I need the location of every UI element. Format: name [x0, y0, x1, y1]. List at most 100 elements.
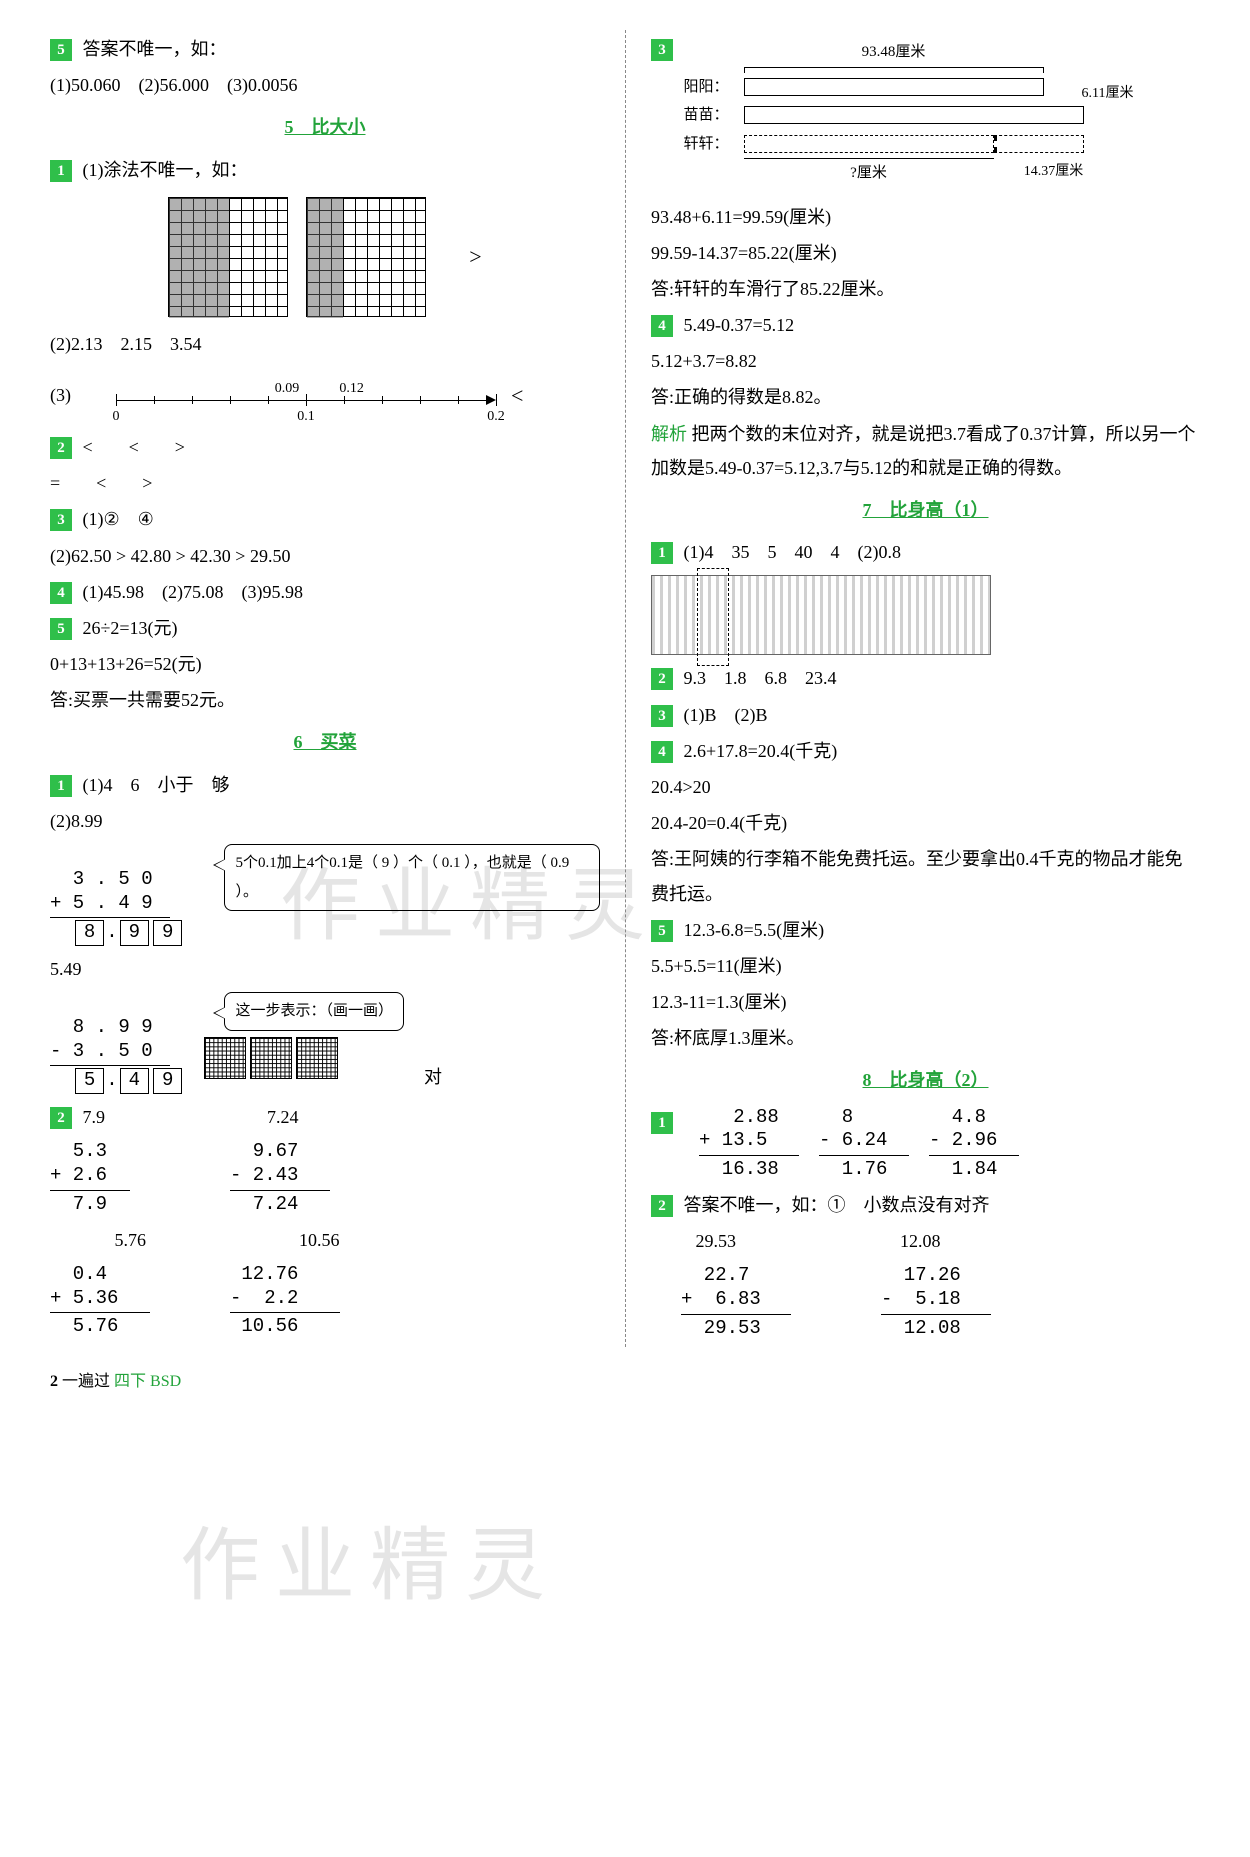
number-line: 0.09 0.12 0 0.1 0.2	[116, 368, 496, 418]
h-1208: 12.08	[900, 1231, 941, 1251]
q5-header: 5 答案不唯一，如：	[50, 32, 600, 66]
s7q5-l2: 5.5+5.5=11(厘米)	[651, 949, 1200, 983]
lbl-q: ?厘米	[744, 158, 994, 188]
s6q2-h2: 5.76 10.56	[50, 1223, 600, 1257]
s7q5-l3: 12.3-11=1.3(厘米)	[651, 985, 1200, 1019]
badge-1d: 1	[651, 1112, 673, 1134]
vcalc-724: 9.67 - 2.43 7.24	[230, 1140, 330, 1216]
lbl-611: 6.11厘米	[1082, 81, 1134, 108]
nl-axis	[116, 400, 486, 401]
badge-3c: 3	[651, 705, 673, 727]
s5q2-r1: < < >	[83, 437, 185, 457]
s7q4-l3: 20.4-20=0.4(千克)	[651, 806, 1200, 840]
rq4-l3: 答:正确的得数是8.82。	[651, 380, 1200, 414]
h-79: 7.9	[83, 1100, 263, 1134]
badge-4: 4	[50, 582, 72, 604]
section-8-title: 8 比身高（2）	[651, 1063, 1200, 1097]
name-yy: 阳阳：	[684, 73, 744, 102]
mini-sq	[250, 1037, 292, 1079]
badge-1b: 1	[50, 775, 72, 797]
badge-1c: 1	[651, 542, 673, 564]
nl-top-012: 0.12	[339, 376, 364, 403]
grid-comparison: >	[50, 197, 600, 317]
jiexi-label: 解析	[651, 424, 687, 444]
badge-2d: 2	[651, 1195, 673, 1217]
left-column: 5 答案不唯一，如： (1)50.060 (2)56.000 (3)0.0056…	[50, 30, 625, 1347]
s5q3-l1: (1)② ④	[83, 509, 154, 529]
page-number: 2	[50, 1373, 58, 1390]
brace-bottom-row: ?厘米 14.37厘米	[684, 158, 1164, 188]
s5q2-r2: = < >	[50, 466, 600, 500]
bar-diagram: 93.48厘米 阳阳： 苗苗： 6.11厘米 轩轩： ?厘米 14.37厘米	[684, 38, 1164, 188]
s7q5: 5 12.3-6.8=5.5(厘米)	[651, 913, 1200, 947]
s7q3-text: (1)B (2)B	[684, 705, 768, 725]
nl-02: 0.2	[487, 404, 505, 431]
shade-b	[307, 198, 343, 318]
footer-title: 一遍过	[62, 1373, 110, 1390]
right-column: 3 93.48厘米 阳阳： 苗苗： 6.11厘米 轩轩： ?厘米 14.37厘米	[625, 30, 1200, 1347]
s6q2-row1: 5.3 + 2.6 7.9 9.67 - 2.43 7.24	[50, 1140, 600, 1216]
rq4-jiexi: 解析 把两个数的末位对齐，就是说把3.7看成了0.37计算，所以另一个加数是5.…	[651, 417, 1200, 485]
bar-row-2: 苗苗： 6.11厘米	[684, 101, 1164, 130]
badge-2b: 2	[50, 1107, 72, 1129]
speech1: 5个0.1加上4个0.1是（ 9 ）个（ 0.1 ），也就是（ 0.9 ）。	[224, 844, 600, 911]
bar-yy	[744, 78, 1044, 96]
s7q3: 3 (1)B (2)B	[651, 698, 1200, 732]
h-724: 7.24	[267, 1107, 299, 1127]
calc1: 3 . 5 0 + 5 . 4 9 8.99	[50, 844, 184, 946]
s8q1-row: 1 2.88 + 13.5 16.38 8 - 6.24 1.76 4.8 - …	[651, 1106, 1200, 1182]
s5q3-l2: (2)62.50 > 42.80 > 42.30 > 29.50	[50, 539, 600, 573]
s8q2-text: 答案不唯一，如：① 小数点没有对齐	[684, 1195, 990, 1215]
nl-01: 0.1	[297, 404, 315, 431]
badge-5: 5	[50, 39, 72, 61]
vcalc-1056: 12.76 - 2.2 10.56	[230, 1263, 340, 1339]
section-5-title: 5 比大小	[50, 110, 600, 144]
s6q2: 2 7.9 7.24	[50, 1100, 600, 1134]
vcalc-576: 0.4 + 5.36 5.76	[50, 1263, 150, 1339]
grid-b	[306, 197, 426, 317]
s5q5-l2: 0+13+13+26=52(元)	[50, 647, 600, 681]
calc1-row: 3 . 5 0 + 5 . 4 9 8.99 5个0.1加上4个0.1是（ 9 …	[50, 844, 600, 946]
mini-sq	[296, 1037, 338, 1079]
s7q4-l1: 2.6+17.8=20.4(千克)	[684, 741, 838, 761]
bar-xx	[744, 135, 994, 153]
s7q5-l4: 答:杯底厚1.3厘米。	[651, 1021, 1200, 1055]
badge-4c: 4	[651, 741, 673, 763]
numline-row: (3) 0.09 0.12 0 0.1 0.2 <	[50, 363, 600, 428]
s5q5-l3: 答:买票一共需要52元。	[50, 683, 600, 717]
h-576: 5.76	[115, 1223, 295, 1257]
rq3-l1: 93.48+6.11=99.59(厘米)	[651, 200, 1200, 234]
vc-1638: 2.88 + 13.5 16.38	[699, 1106, 799, 1182]
rq3-l2: 99.59-14.37=85.22(厘米)	[651, 236, 1200, 270]
vc-2953: 22.7 + 6.83 29.53	[681, 1264, 791, 1340]
page-footer: 2 一遍过 四下 BSD	[50, 1367, 1200, 1397]
s7q4: 4 2.6+17.8=20.4(千克)	[651, 734, 1200, 768]
s7q4-l4: 答:王阿姨的行李箱不能免费托运。至少要拿出0.4千克的物品才能免费托运。	[651, 842, 1200, 910]
badge-1: 1	[50, 160, 72, 182]
s5q1-l3-label: (3)	[50, 378, 71, 412]
stripe-grid	[651, 575, 991, 655]
name-xx: 轩轩：	[684, 130, 744, 159]
s5q1-l1-text: (1)涂法不唯一，如：	[83, 160, 248, 180]
s5q2: 2 < < >	[50, 430, 600, 464]
vc-1208: 17.26 - 5.18 12.08	[881, 1264, 991, 1340]
calc2: 8 . 9 9 - 3 . 5 0 5.49	[50, 992, 184, 1094]
s5q4: 4 (1)45.98 (2)75.08 (3)95.98	[50, 575, 600, 609]
s7q2: 2 9.3 1.8 6.8 23.4	[651, 661, 1200, 695]
s5q5: 5 26÷2=13(元)	[50, 611, 600, 645]
rq3: 3 93.48厘米 阳阳： 苗苗： 6.11厘米 轩轩： ?厘米 14.37厘米	[651, 32, 1200, 198]
rq3-l3: 答:轩轩的车滑行了85.22厘米。	[651, 272, 1200, 306]
h-1056: 10.56	[299, 1230, 340, 1250]
gt-sign: >	[469, 236, 481, 278]
grid-a	[168, 197, 288, 317]
rq4-l2: 5.12+3.7=8.82	[651, 344, 1200, 378]
s5q5-l1: 26÷2=13(元)	[83, 618, 178, 638]
badge-3r: 3	[651, 39, 673, 61]
lt-sign: <	[511, 375, 523, 417]
s7q5-l1: 12.3-6.8=5.5(厘米)	[684, 920, 825, 940]
s5q3: 3 (1)② ④	[50, 502, 600, 536]
s5q1-l1: 1 (1)涂法不唯一，如：	[50, 153, 600, 187]
watermark: 作业精灵	[180, 1490, 560, 1642]
mini-squares	[204, 1037, 338, 1079]
vc-184: 4.8 - 2.96 1.84	[929, 1106, 1019, 1182]
